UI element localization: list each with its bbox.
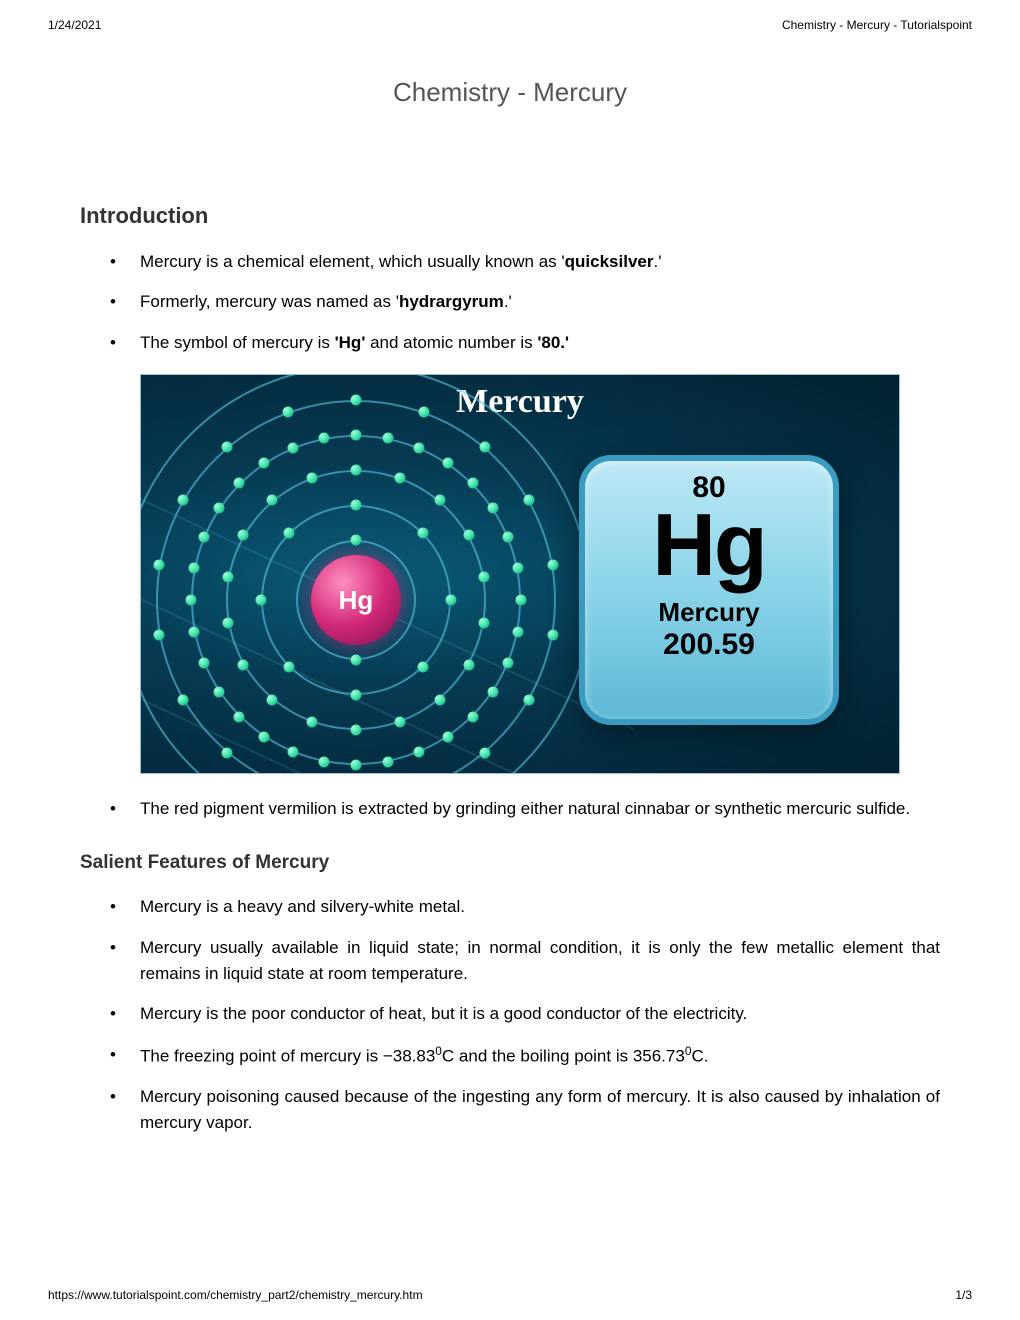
intro-list: Mercury is a chemical element, which usu… xyxy=(80,249,940,356)
tile-name: Mercury xyxy=(658,597,759,628)
header-date: 1/24/2021 xyxy=(48,18,101,32)
tile-symbol: Hg xyxy=(652,501,765,589)
tile-mass: 200.59 xyxy=(663,628,755,662)
features-list: Mercury is a heavy and silvery-white met… xyxy=(80,894,940,1136)
page-title: Chemistry - Mercury xyxy=(0,77,1020,108)
header-doc-title: Chemistry - Mercury - Tutorialspoint xyxy=(782,18,972,32)
list-item: The red pigment vermilion is extracted b… xyxy=(110,796,940,822)
features-heading: Salient Features of Mercury xyxy=(80,852,940,874)
list-item: The symbol of mercury is 'Hg' and atomic… xyxy=(110,330,940,356)
element-tile: 80 Hg Mercury 200.59 xyxy=(579,455,839,725)
list-item: Mercury poisoning caused because of the … xyxy=(110,1084,940,1137)
footer-page: 1/3 xyxy=(955,1288,972,1302)
atom-diagram: Hg xyxy=(171,430,541,770)
footer-url: https://www.tutorialspoint.com/chemistry… xyxy=(48,1288,423,1302)
list-item: Formerly, mercury was named as 'hydrargy… xyxy=(110,289,940,315)
list-item: Mercury usually available in liquid stat… xyxy=(110,935,940,988)
list-item: Mercury is a chemical element, which usu… xyxy=(110,249,940,275)
mercury-figure: Mercury Hg 80 Hg Mercury 200.59 xyxy=(140,374,900,774)
list-item: Mercury is a heavy and silvery-white met… xyxy=(110,894,940,920)
list-item: Mercury is the poor conductor of heat, b… xyxy=(110,1001,940,1027)
list-item: The freezing point of mercury is −38.830… xyxy=(110,1042,940,1070)
intro-heading: Introduction xyxy=(80,203,940,229)
intro-list-after: The red pigment vermilion is extracted b… xyxy=(80,796,940,822)
